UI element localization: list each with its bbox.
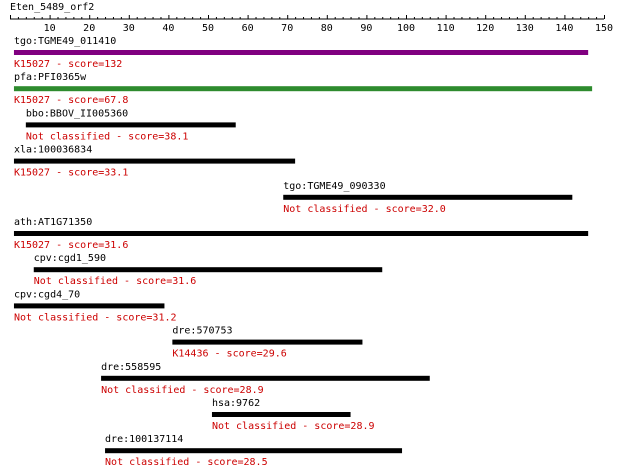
hit-bar[interactable] (13, 303, 165, 309)
hit-name[interactable]: bbo:BBOV_II005360 (26, 108, 128, 119)
hit-bar[interactable] (25, 122, 236, 128)
hit-bar[interactable] (13, 158, 296, 164)
axis-tick-label: 50 (202, 23, 214, 34)
axis-tick-label: 150 (595, 23, 613, 34)
query-title: Eten_5489_orf2 (10, 2, 94, 13)
axis-tick-label: 100 (397, 23, 415, 34)
axis-tick-label: 90 (360, 23, 372, 34)
hit-bar[interactable] (33, 267, 383, 273)
hit-name[interactable]: xla:100036834 (14, 145, 92, 156)
hit-row[interactable]: tgo:TGME49_011410 K15027 - score=132 (13, 36, 589, 70)
axis-tick-label: 110 (437, 23, 455, 34)
hit-row[interactable]: dre:100137114 Not classified - score=28.5 (105, 434, 403, 468)
hit-list: tgo:TGME49_011410 K15027 - score=132 pfa:P… (13, 36, 593, 468)
scale-axis: 10 20 30 40 50 60 70 80 90 100 110 120 130 140 150 (10, 15, 613, 34)
hit-annotation: Not classified - score=28.9 (101, 385, 264, 396)
axis-tick-label: 120 (476, 23, 494, 34)
axis-tick-label: 130 (516, 23, 534, 34)
hit-annotation: Not classified - score=38.1 (26, 131, 189, 142)
hit-annotation: K15027 - score=132 (14, 59, 122, 70)
hit-name[interactable]: cpv:cgd1_590 (34, 253, 106, 264)
hit-bar[interactable] (13, 86, 593, 92)
hit-annotation: Not classified - score=31.6 (34, 276, 197, 287)
hit-bar[interactable] (101, 375, 430, 381)
hit-name[interactable]: pfa:PFI0365w (14, 72, 87, 83)
hit-annotation: Not classified - score=28.9 (212, 421, 375, 432)
axis-tick-label: 60 (242, 23, 254, 34)
hit-name[interactable]: tgo:TGME49_090330 (283, 181, 385, 192)
hit-row[interactable]: pfa:PFI0365w K15027 - score=67.8 (13, 72, 593, 106)
hit-bar[interactable] (211, 412, 351, 417)
hit-annotation: Not classified - score=28.5 (105, 457, 268, 468)
hit-bar[interactable] (283, 194, 573, 200)
hit-name[interactable]: dre:558595 (101, 362, 161, 373)
hit-row[interactable]: dre:570753 K14436 - score=29.6 (172, 326, 363, 360)
axis-tick-label: 70 (281, 23, 293, 34)
hit-row[interactable]: tgo:TGME49_090330 Not classified - score=… (283, 181, 573, 215)
hit-name[interactable]: cpv:cgd4_70 (14, 289, 80, 300)
hit-annotation: Not classified - score=32.0 (283, 204, 446, 215)
hit-name[interactable]: hsa:9762 (212, 398, 260, 409)
axis-tick-label: 30 (123, 23, 135, 34)
hit-row[interactable]: dre:558595 Not classified - score=28.9 (101, 362, 430, 396)
hit-name[interactable]: dre:100137114 (105, 434, 183, 445)
hit-row[interactable]: ath:AT1G71350 K15027 - score=31.6 (13, 217, 589, 251)
axis-tick-label: 20 (83, 23, 95, 34)
hit-row[interactable]: bbo:BBOV_II005360 Not classified - score=… (25, 108, 236, 142)
hit-annotation: Not classified - score=31.2 (14, 312, 177, 323)
hit-bar[interactable] (172, 339, 363, 345)
hit-bar[interactable] (13, 50, 589, 55)
hit-name[interactable]: dre:570753 (172, 326, 232, 337)
hit-name[interactable]: tgo:TGME49_011410 (14, 36, 116, 47)
hit-row[interactable]: xla:100036834 K15027 - score=33.1 (13, 145, 296, 179)
axis-tick-label: 140 (555, 23, 573, 34)
hit-annotation: K14436 - score=29.6 (172, 349, 286, 360)
hit-annotation: K15027 - score=67.8 (14, 95, 128, 106)
axis-tick-label: 80 (321, 23, 333, 34)
axis-tick-label: 10 (44, 23, 56, 34)
hit-annotation: K15027 - score=33.1 (14, 168, 128, 179)
hit-row[interactable]: cpv:cgd4_70 Not classified - score=31.2 (13, 289, 177, 323)
hit-bar[interactable] (105, 448, 403, 454)
hit-name[interactable]: ath:AT1G71350 (14, 217, 92, 228)
axis-tick-label: 40 (162, 23, 174, 34)
hit-row[interactable]: cpv:cgd1_590 Not classified - score=31.6 (33, 253, 383, 287)
hit-annotation: K15027 - score=31.6 (14, 240, 128, 251)
hit-row[interactable]: hsa:9762 Not classified - score=28.9 (211, 398, 375, 432)
hit-bar[interactable] (13, 231, 589, 236)
